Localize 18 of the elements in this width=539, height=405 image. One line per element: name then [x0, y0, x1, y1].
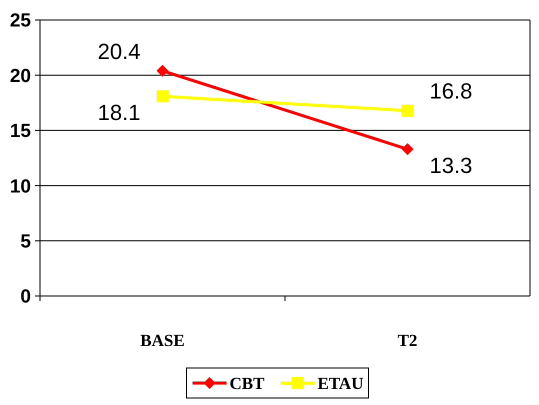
point [156, 64, 168, 77]
legend-label: ETAU [318, 374, 364, 393]
x-tick-label: T2 [398, 331, 418, 350]
y-tick-label: 0 [20, 286, 31, 308]
point [402, 104, 414, 117]
point [156, 90, 168, 102]
data-label: 13.3 [430, 153, 472, 178]
y-tick-label: 5 [20, 231, 32, 252]
y-tick-label: 20 [10, 66, 31, 87]
data-label: 16.8 [430, 78, 472, 104]
data-label: 20.4 [98, 38, 140, 64]
y-tick-label: 10 [10, 176, 31, 198]
x-tick-label: BASE [140, 331, 185, 350]
data-label: 18.1 [98, 100, 140, 126]
y-tick-label: 25 [10, 10, 32, 32]
point [402, 143, 414, 156]
legend-label: CBT [230, 374, 266, 393]
y-tick-label: 15 [10, 121, 32, 142]
